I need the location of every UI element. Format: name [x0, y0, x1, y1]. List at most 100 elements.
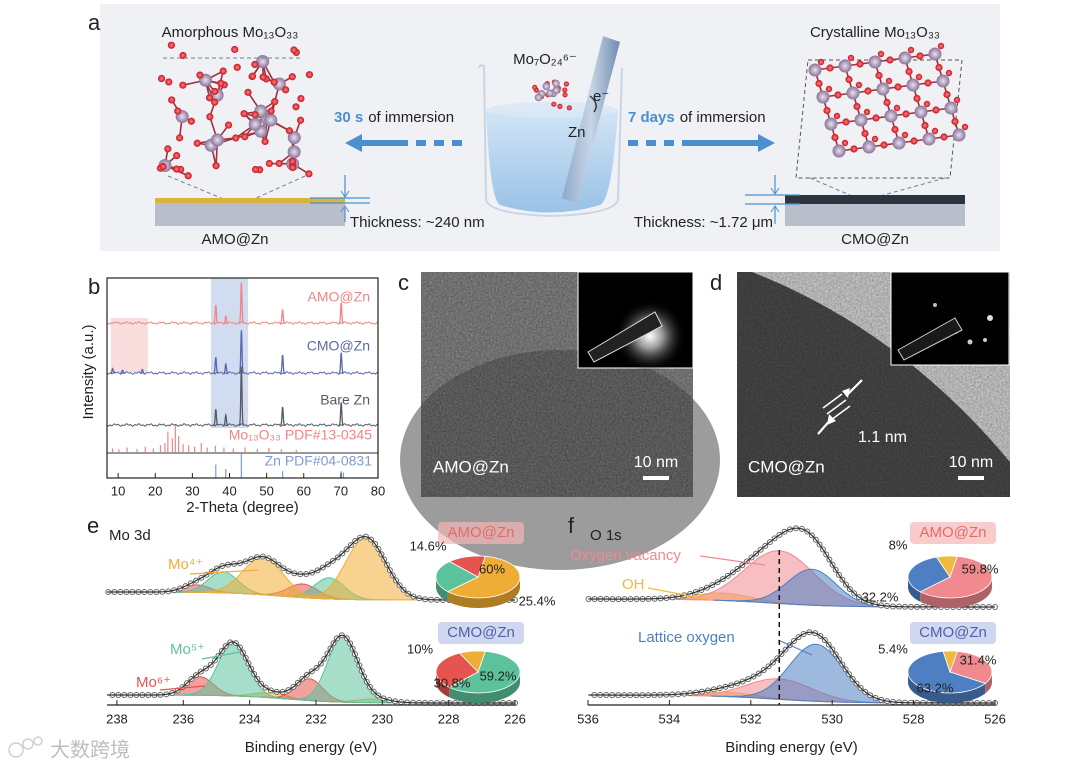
o-atom [932, 106, 939, 113]
o-atom [902, 132, 908, 138]
mo-atom [535, 94, 543, 102]
o-atom [562, 92, 567, 97]
o-atom [557, 104, 562, 109]
o-atom [826, 86, 832, 92]
x-tick-label: 232 [305, 711, 327, 726]
o-atom [220, 67, 227, 74]
structure-title: Amorphous Mo₁₃O₃₃ [162, 24, 299, 41]
o-atom [168, 96, 175, 103]
immersion: of immersion [368, 109, 454, 126]
o-atom [234, 64, 241, 71]
time: 7 days [628, 109, 675, 126]
x-tick-label: 20 [148, 483, 162, 498]
o-atom [834, 113, 840, 119]
mo-atom [907, 79, 920, 92]
o-atom [935, 64, 942, 71]
o-atom [853, 103, 860, 110]
pie-label: 60% [479, 561, 505, 576]
o-atom [232, 134, 239, 141]
o-atom [848, 55, 854, 61]
o-atom [924, 101, 930, 107]
o-atom [562, 87, 567, 92]
o-atom [842, 140, 848, 146]
scale-bar-label: 10 nm [634, 454, 678, 471]
immersion-label: 30 s of immersion [334, 109, 454, 126]
o-atom [244, 89, 251, 96]
o-atom [834, 91, 841, 98]
x-tick-label: 70 [334, 483, 348, 498]
pie-title: CMO@Zn [919, 624, 987, 641]
o-atom [938, 43, 944, 49]
o-atom [880, 141, 887, 148]
zn-label: Zn [568, 124, 586, 141]
species-label: Mo⁶⁺ [136, 674, 171, 691]
electron-label: e⁻ [593, 88, 609, 105]
panel-title: O 1s [590, 527, 622, 544]
highlight-band [111, 318, 148, 372]
o-atom [211, 88, 218, 95]
xrd-peak [339, 353, 344, 373]
mo-atom [839, 60, 852, 73]
immersion: of immersion [680, 109, 766, 126]
sample-label: CMO@Zn [748, 457, 825, 476]
mo-atom [542, 83, 550, 91]
o-atom [292, 103, 299, 110]
o-atom [286, 127, 293, 134]
mo-atom [264, 114, 277, 127]
mo-atom [885, 110, 898, 123]
pie-label: 63.2% [917, 680, 954, 695]
series-label: AMO@Zn [308, 289, 370, 305]
mo-atom [833, 145, 846, 158]
o-atom [266, 160, 273, 167]
series-label: Bare Zn [320, 392, 370, 408]
panel-label: b [88, 274, 100, 299]
o-atom [290, 46, 297, 53]
pie-title: AMO@Zn [920, 524, 987, 541]
mo-atom [552, 80, 560, 88]
mo-atom [552, 86, 560, 94]
pie-label: 8% [889, 537, 908, 552]
o-atom [173, 165, 180, 172]
panel-label: c [398, 270, 409, 295]
o-atom [894, 83, 901, 90]
species-label: OH [622, 576, 645, 593]
o-atom [282, 86, 289, 93]
series-label: CMO@Zn [307, 338, 370, 354]
o-atom [921, 122, 928, 129]
species-label: Lattice oxygen [638, 629, 735, 646]
x-tick-label: 534 [659, 711, 681, 726]
thickness-label: Thickness: ~1.72 μm [634, 214, 773, 231]
o-atom [823, 107, 830, 114]
spacing-label: 1.1 nm [858, 429, 907, 446]
o-atom [946, 70, 952, 76]
o-atom [567, 105, 572, 110]
time: 30 s [334, 109, 363, 126]
panel-title: Mo 3d [109, 527, 151, 544]
pie-label: 5.4% [878, 641, 908, 656]
o-atom [160, 163, 167, 170]
xrd-peak [280, 355, 285, 373]
o-atom [894, 105, 900, 111]
o-atom [856, 60, 863, 67]
o-atom [818, 59, 824, 65]
o-atom [864, 87, 871, 94]
o-atom [878, 51, 884, 57]
o-atom [252, 111, 259, 118]
mo-atom [937, 75, 950, 88]
o-atom [305, 170, 312, 177]
sample-label: CMO@Zn [841, 231, 909, 248]
o-atom [249, 73, 256, 80]
o-atom [845, 76, 852, 83]
o-atom [306, 71, 313, 78]
mo-atom [945, 102, 958, 115]
sample-label: AMO@Zn [433, 457, 509, 476]
mo-atom [249, 118, 262, 131]
o-atom [913, 95, 920, 102]
x-tick-label: 530 [821, 711, 843, 726]
o-atom [231, 46, 238, 53]
x-tick-label: 228 [438, 711, 460, 726]
o-atom [875, 72, 882, 79]
x-tick-label: 50 [259, 483, 273, 498]
species-label: Mo⁵⁺ [170, 641, 205, 658]
